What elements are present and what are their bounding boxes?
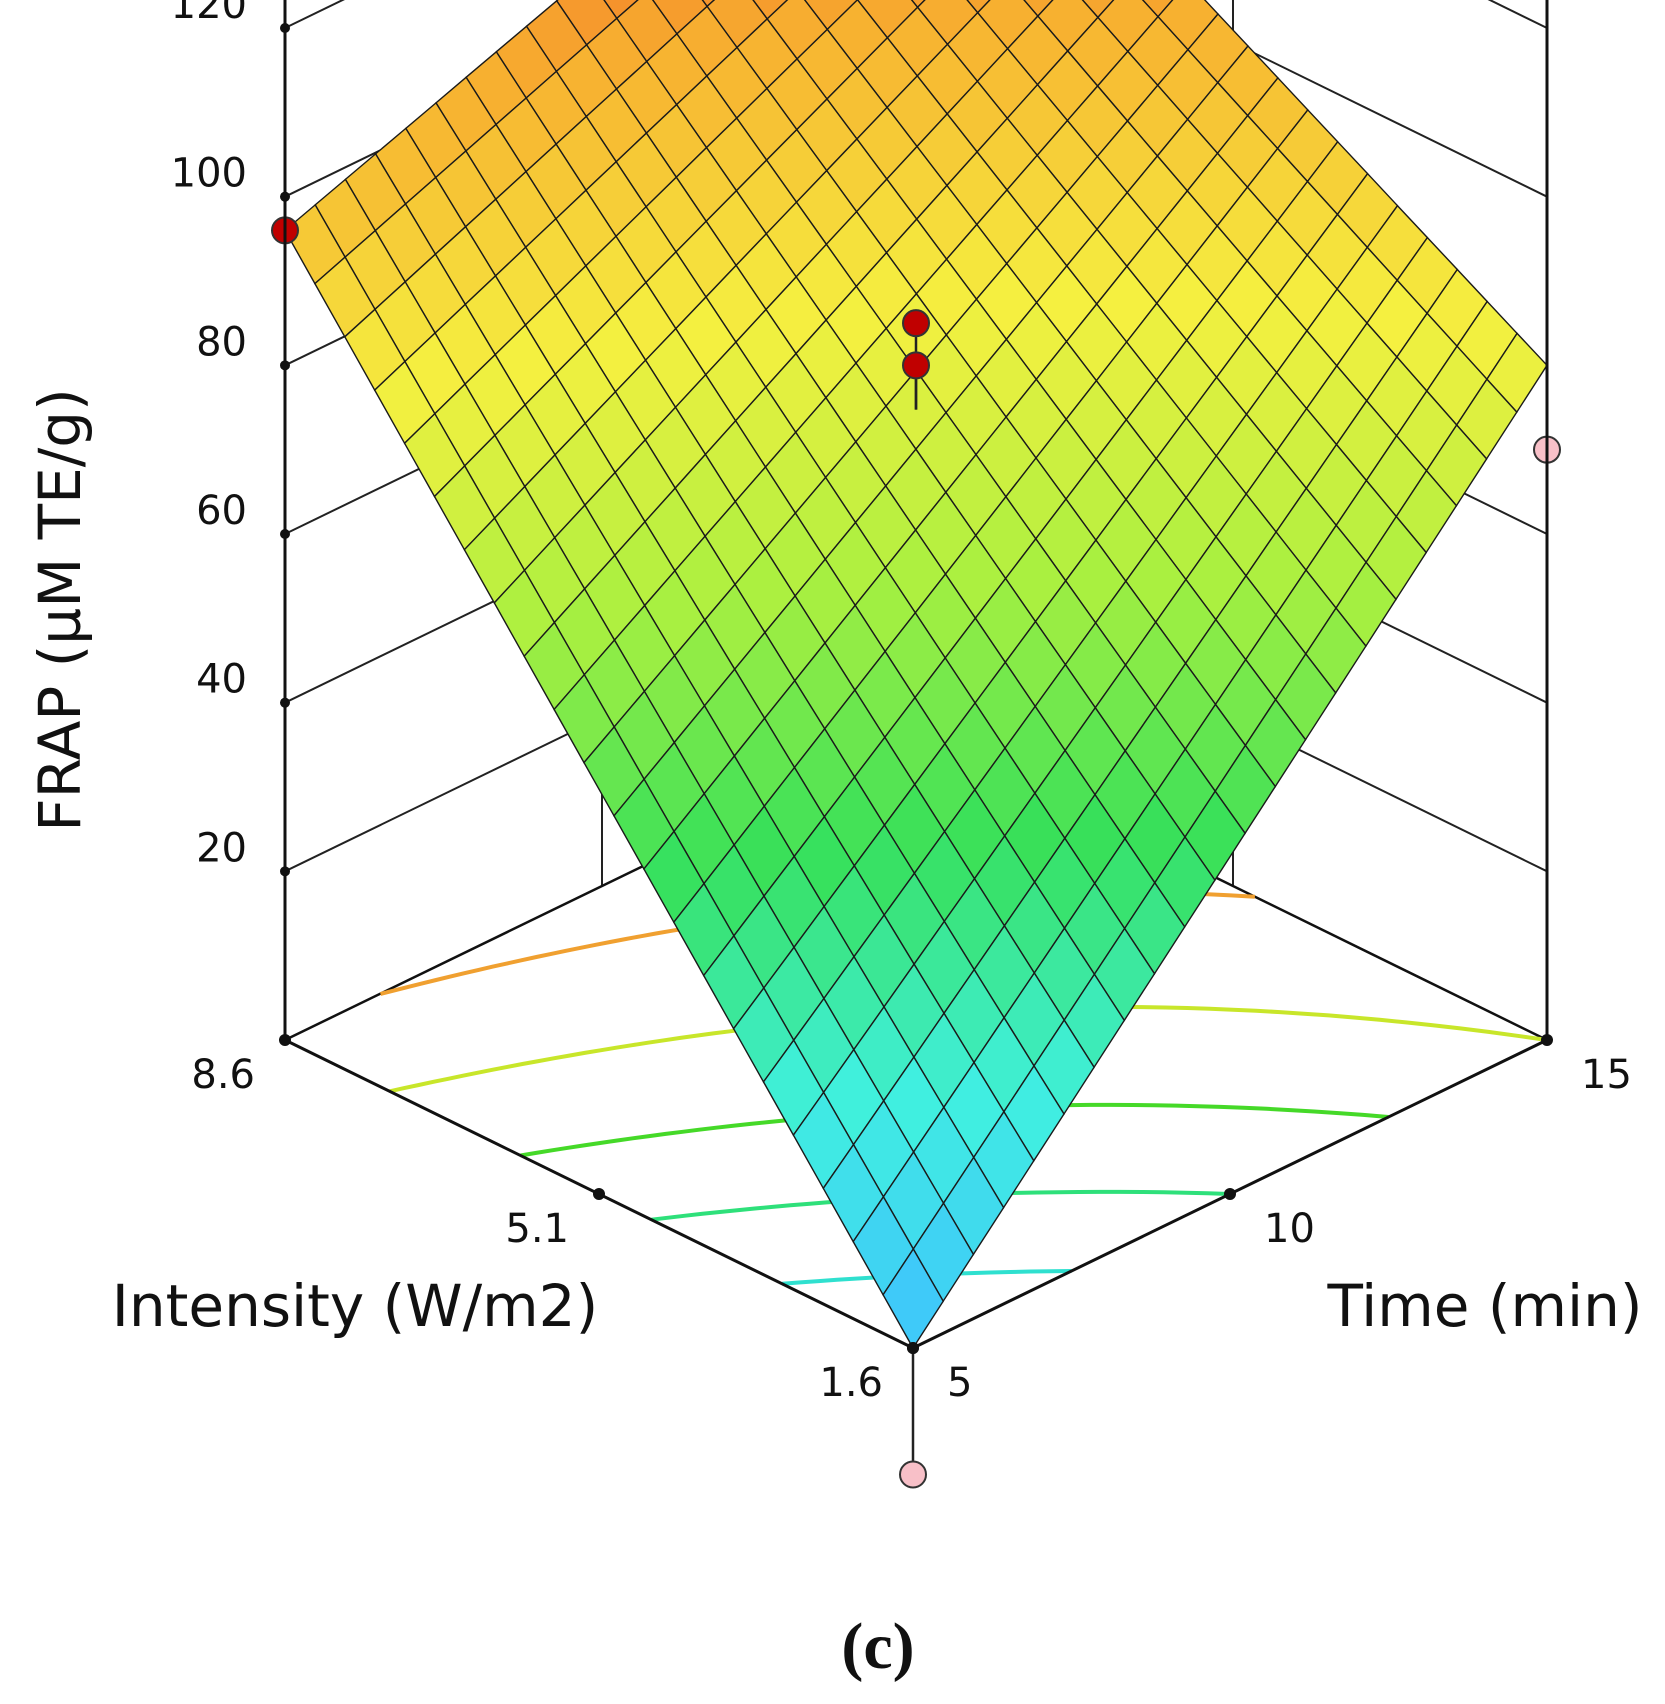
x-tick-label: 1.6 (819, 1360, 883, 1406)
z-tick-label: 20 (196, 825, 247, 871)
z-tick-label: 40 (196, 657, 247, 703)
z-tick-label: 60 (196, 488, 247, 534)
x-axis: 8.6 5.1 1.6 (191, 1034, 919, 1406)
x-tick-label: 5.1 (505, 1206, 569, 1252)
surface-cell (1023, 0, 1054, 18)
z-tick-dot (280, 360, 290, 371)
x-tick-label: 8.6 (191, 1052, 255, 1098)
surface (284, 0, 1548, 1350)
z-axis: 20 40 60 80 100 120 (171, 0, 290, 877)
surface-cell (966, 0, 991, 14)
z-tick-dot (280, 866, 290, 877)
design-point (899, 1460, 927, 1489)
y-tick-dot (1541, 1034, 1553, 1046)
y-axis-title: Time (min) (1326, 1272, 1642, 1340)
x-axis-title: Intensity (W/m2) (112, 1272, 598, 1340)
z-tick-dot (280, 529, 290, 539)
z-tick-label: 100 (171, 151, 247, 197)
y-tick-dot (907, 1342, 919, 1354)
y-tick-label: 5 (947, 1360, 972, 1406)
z-tick-label: 120 (171, 0, 247, 28)
y-axis: 5 10 15 (907, 1034, 1632, 1406)
z-axis-title: FRAP (µM TE/g) (26, 388, 94, 831)
y-tick-label: 10 (1264, 1206, 1315, 1252)
z-tick-label: 80 (196, 319, 247, 365)
surface-cell (701, 0, 716, 8)
surface-cell (882, 1247, 945, 1350)
design-point (902, 351, 930, 380)
panel-label: (c) (841, 1610, 914, 1683)
x-tick-dot (593, 1188, 605, 1200)
z-tick-dot (280, 23, 290, 33)
x-tick-dot (279, 1034, 291, 1046)
surface-cell (910, 0, 926, 9)
surface-cell (1081, 0, 1115, 19)
z-tick-dot (280, 191, 290, 202)
y-tick-dot (1224, 1188, 1236, 1200)
surface-cell (752, 0, 789, 20)
surface-cell (1141, 0, 1174, 18)
design-point (902, 309, 930, 338)
z-tick-dot (280, 697, 290, 708)
y-tick-label: 15 (1581, 1052, 1632, 1098)
